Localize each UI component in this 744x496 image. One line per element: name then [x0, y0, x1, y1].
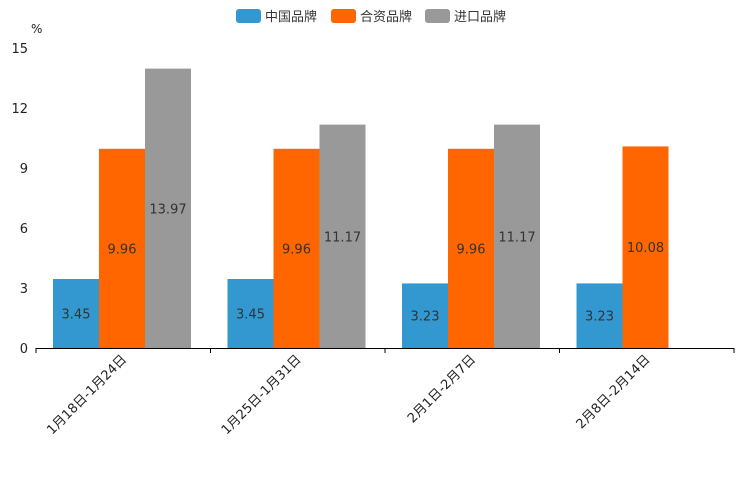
- data-labels-group: 3.45 9.96 13.97 3.45 9.96 11.17 3.23 9.96 11.17 3…: [62, 202, 665, 324]
- data-label-1-2: 9.96: [108, 242, 137, 257]
- x-axis: 1月18日-1月24日 1月25日-1月31日 2月1日-2月7日 2月8日-2月14…: [35, 348, 735, 438]
- y-axis-unit-label: %: [31, 22, 42, 36]
- legend-swatch-1[interactable]: [236, 9, 261, 23]
- bar-4-2: [622, 146, 669, 348]
- legend-swatch-3[interactable]: [425, 9, 450, 23]
- legend-swatch-2[interactable]: [331, 9, 356, 23]
- data-label-1-3: 13.97: [149, 202, 186, 217]
- data-label-2-1: 3.45: [236, 308, 265, 323]
- bar-2-2: [273, 148, 320, 348]
- y-tick-label-12: 12: [11, 102, 28, 117]
- data-label-4-2: 10.08: [627, 241, 664, 256]
- y-tick-label-0: 0: [20, 342, 28, 357]
- x-tick-label-4: 2月8日-2月14日: [574, 352, 654, 432]
- y-tick-label-15: 15: [11, 42, 28, 57]
- x-tick-label-3: 2月1日-2月7日: [405, 352, 479, 426]
- x-tick-label-2: 1月25日-1月31日: [219, 352, 305, 438]
- data-label-3-1: 3.23: [411, 310, 440, 325]
- legend-label-2[interactable]: 合资品牌: [360, 9, 412, 25]
- legend-label-3[interactable]: 进口品牌: [454, 9, 506, 25]
- bar-1-3: [145, 68, 191, 348]
- data-label-1-1: 3.45: [62, 308, 91, 323]
- bars-group: [53, 68, 669, 348]
- data-label-2-2: 9.96: [282, 242, 311, 257]
- x-tick-label-1: 1月18日-1月24日: [44, 352, 130, 438]
- bar-1-1: [53, 279, 99, 348]
- legend-label-1[interactable]: 中国品牌: [265, 9, 317, 25]
- y-axis: 0 3 6 9 12 15: [11, 42, 28, 357]
- data-label-2-3: 11.17: [324, 230, 361, 245]
- bar-2-3: [319, 124, 366, 348]
- y-tick-label-3: 3: [20, 282, 28, 297]
- chart-legend[interactable]: 中国品牌 合资品牌 进口品牌: [236, 9, 506, 25]
- y-tick-label-9: 9: [20, 162, 28, 177]
- bar-1-2: [99, 148, 145, 348]
- bar-3-2: [448, 148, 494, 348]
- y-tick-label-6: 6: [20, 222, 28, 237]
- data-label-4-1: 3.23: [585, 310, 614, 325]
- bar-4-1: [576, 283, 623, 348]
- bar-3-1: [402, 283, 448, 348]
- bar-3-3: [494, 124, 540, 348]
- data-label-3-2: 9.96: [457, 242, 486, 257]
- data-label-3-3: 11.17: [498, 230, 535, 245]
- bar-2-1: [227, 279, 274, 348]
